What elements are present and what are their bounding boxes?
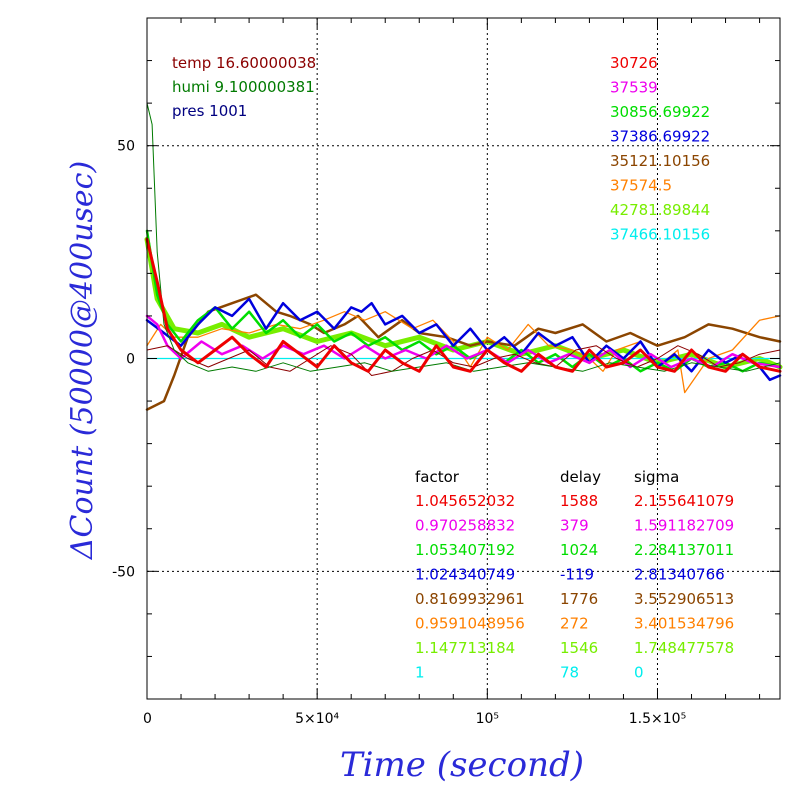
series-line-6	[145, 314, 782, 369]
environment-labels: temp 16.60000038 humi 9.100000381 pres 100…	[172, 54, 316, 120]
env-label-0: temp 16.60000038	[172, 54, 316, 72]
table-cell-sigma: 2.155641079	[634, 492, 734, 510]
table-cell-factor: 0.8169932961	[415, 590, 525, 608]
table-cell-delay: 272	[560, 615, 589, 633]
table-cell-delay: 1776	[560, 590, 598, 608]
table-cell-factor: 1.045652032	[415, 492, 515, 510]
table-cell-delay: 1546	[560, 639, 598, 657]
table-cell-sigma: 1.591182709	[634, 517, 734, 535]
series-layer	[144, 102, 783, 411]
fit-parameter-table: factor delay sigma 1.045652032 1588 2.1556410…	[415, 468, 734, 682]
table-cell-factor: 0.970258832	[415, 517, 515, 535]
table-cell-factor: 1.024340749	[415, 566, 515, 584]
series-line-3	[146, 311, 781, 394]
table-cell-delay: 379	[560, 517, 589, 535]
table-cell-delay: 1588	[560, 492, 598, 510]
series-value-label-3: 37386.69922	[610, 128, 710, 146]
series-value-label-2: 30856.69922	[610, 103, 710, 121]
table-cell-sigma: 0	[634, 664, 644, 682]
series-line-9	[145, 237, 782, 373]
series-value-label-1: 37539	[610, 79, 658, 97]
x-tick-label-2: 10⁵	[476, 711, 499, 727]
y-tick-label-2: -50	[112, 564, 135, 580]
y-tick-label-0: 50	[117, 139, 135, 155]
series-value-label-0: 30726	[610, 54, 658, 72]
x-tick-label-3: 1.5×10⁵	[629, 711, 686, 727]
table-header-factor: factor	[415, 468, 460, 486]
table-cell-sigma: 1.748477578	[634, 639, 734, 657]
x-tick-label-0: 0	[143, 711, 152, 727]
table-cell-delay: -119	[560, 566, 594, 584]
table-cell-sigma: 3.552906513	[634, 590, 734, 608]
series-line-7	[146, 345, 781, 376]
table-header-delay: delay	[560, 468, 601, 486]
series-value-labels: 30726 37539 30856.69922 37386.69922 35121.10…	[610, 54, 710, 244]
series-value-label-6: 42781.89844	[610, 201, 710, 219]
series-value-label-7: 37466.10156	[610, 226, 710, 244]
table-cell-factor: 1	[415, 664, 425, 682]
table-header-sigma: sigma	[634, 468, 679, 486]
table-cell-sigma: 2.284137011	[634, 541, 734, 559]
y-axis-title: ΔCount (50000@400usec)	[65, 161, 100, 560]
x-axis-title: Time (second)	[340, 745, 584, 785]
table-cell-sigma: 3.401534796	[634, 615, 734, 633]
table-cell-delay: 78	[560, 664, 579, 682]
table-cell-factor: 1.147713184	[415, 639, 515, 657]
table-cell-sigma: 2.81340766	[634, 566, 725, 584]
env-label-2: pres 1001	[172, 102, 247, 120]
table-cell-factor: 1.053407192	[415, 541, 515, 559]
series-value-label-5: 37574.5	[610, 177, 672, 195]
table-cell-factor: 0.9591048956	[415, 615, 525, 633]
series-value-label-4: 35121.10156	[610, 152, 710, 170]
table-cell-delay: 1024	[560, 541, 598, 559]
x-tick-label-1: 5×10⁴	[295, 711, 339, 727]
env-label-1: humi 9.100000381	[172, 78, 315, 96]
series-line-8	[146, 102, 781, 372]
y-tick-label-1: 0	[126, 352, 135, 368]
axis-ticks: 50 0 -50 0 5×10⁴ 10⁵ 1.5×10⁵	[112, 17, 780, 727]
